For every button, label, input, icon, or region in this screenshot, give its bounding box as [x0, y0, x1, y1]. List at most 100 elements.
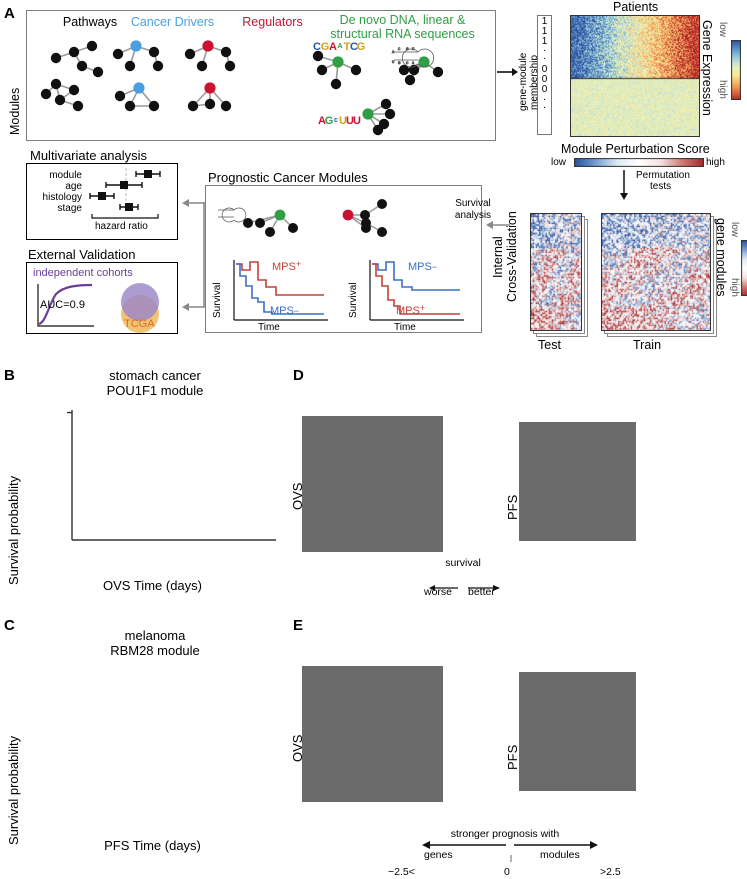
mps-low-label: low	[551, 157, 567, 168]
membership-v4: 0	[541, 64, 548, 76]
auc-label: AUC=0.9	[40, 299, 85, 311]
panel-b-km-plot	[67, 410, 276, 541]
prognostic-title: Prognostic Cancer Modules	[208, 170, 368, 185]
expr-low-label: low	[717, 22, 728, 38]
panel-e-pfs-heatmap	[519, 672, 636, 791]
panel-c-title-1: melanoma	[124, 628, 186, 643]
regulators-label: Regulators	[242, 15, 303, 29]
panel-d-pfs-heatmap	[519, 422, 636, 541]
svg-text:C: C	[350, 41, 358, 53]
svg-text:G: G	[398, 61, 401, 65]
panel-d-ovs-column-labels	[303, 376, 443, 416]
time-axis-1: Time	[258, 322, 280, 333]
panel-c-km-plot	[24, 662, 282, 837]
panel-e-legend-max: >2.5	[600, 866, 621, 878]
panel-a-letter: A	[4, 5, 15, 22]
gene-expression-heatmap	[570, 15, 700, 137]
prognostic-graphic: MPS+ MPS− MPS− MPS+	[218, 199, 464, 321]
panel-e-pfs-label: PFS	[505, 744, 520, 770]
mps-title: Module Perturbation Score	[561, 142, 710, 156]
permutation-label-1: Permutation	[636, 170, 690, 181]
panel-c-ylabel: Survival probability	[6, 735, 21, 845]
arrow-permutation	[620, 170, 628, 200]
membership-v2: 1	[541, 25, 548, 37]
external-validation-title: External Validation	[28, 247, 136, 262]
svg-text:MPS−: MPS−	[408, 261, 437, 273]
svg-text:A: A	[392, 50, 395, 54]
panel-d-pfs-row-labels	[640, 422, 740, 541]
expr-high-label: high	[717, 80, 728, 99]
panel-d-pfs-column-labels	[520, 376, 636, 416]
panel-d-ovs-heatmap	[302, 416, 443, 552]
permutation-label-2: tests	[650, 181, 672, 192]
survival-axis-2: Survival	[348, 282, 359, 318]
svg-text:C: C	[313, 41, 321, 53]
mv-row-age: age	[65, 181, 82, 192]
survival-analysis-label: Survival analysis	[454, 198, 492, 221]
panel-e-orange-colorbar	[515, 862, 600, 871]
panel-e-ovs-heatmap	[302, 666, 443, 802]
denovo-label-2: structural RNA sequences	[330, 27, 475, 41]
panel-e-legend-min: −2.5<	[388, 866, 415, 878]
svg-text:A: A	[412, 61, 415, 65]
svg-text:T: T	[344, 41, 351, 53]
roc-venn-graphic	[37, 283, 159, 333]
svg-text:G: G	[406, 47, 409, 51]
svg-text:MPS+: MPS+	[396, 303, 425, 317]
gene-modules-colorbar	[741, 240, 747, 296]
svg-text:A: A	[329, 41, 337, 53]
svg-text:C: C	[406, 61, 409, 65]
denovo-label-1: De novo DNA, linear &	[339, 13, 466, 27]
arrow-modules-to-expression	[497, 68, 518, 76]
svg-text:G: G	[321, 41, 330, 53]
panel-e-legend-arrows	[422, 841, 598, 849]
membership-column: 1 1 1 . . 0 0 0 . .	[537, 15, 552, 135]
panel-b-title-1: stomach cancer	[109, 368, 201, 383]
membership-v1: 1	[541, 16, 548, 27]
modules-axis-label: Modules	[8, 87, 22, 135]
multivariate-title: Multivariate analysis	[30, 148, 148, 163]
panel-b-xlabel: OVS Time (days)	[103, 578, 202, 593]
panel-e-pfs-row-labels	[640, 672, 740, 791]
svg-text:U: U	[353, 115, 361, 127]
panel-e-ovs-column-labels	[303, 626, 443, 666]
arrow-to-multivariate	[182, 199, 206, 207]
panel-d-legend-title: survival	[445, 557, 481, 569]
mps-colorbar	[574, 158, 704, 167]
mv-row-module: module	[49, 170, 82, 181]
panel-e-letter: E	[293, 617, 304, 634]
membership-d3: .	[543, 91, 546, 103]
membership-d1: .	[543, 43, 546, 55]
panel-e-blue-colorbar	[423, 862, 508, 871]
test-label: Test	[538, 338, 561, 352]
forest-plot	[89, 168, 161, 219]
connector-line	[203, 202, 205, 307]
panel-c-letter: C	[4, 617, 15, 634]
time-axis-2: Time	[394, 322, 416, 333]
panel-d-legend-arrows	[429, 585, 500, 591]
svg-text:U: U	[346, 115, 354, 127]
cancer-drivers-label: Cancer Drivers	[130, 15, 215, 29]
panel-e-legend-left: genes	[424, 849, 453, 861]
gm-high-label: high	[729, 278, 740, 297]
membership-d4: .	[543, 99, 546, 111]
tcga-label: TCGA	[124, 318, 155, 330]
panel-b-letter: B	[4, 367, 15, 384]
panel-b-ylabel: Survival probability	[6, 475, 21, 585]
svg-text:U: U	[339, 115, 347, 127]
survival-axis-1: Survival	[212, 282, 223, 318]
multivariate-box	[26, 163, 178, 240]
mv-row-stage: stage	[57, 203, 82, 214]
gene-expression-colorbar	[731, 40, 741, 100]
mps-high-label: high	[706, 157, 725, 168]
panel-e-pfs-column-labels	[520, 626, 636, 666]
arrow-to-external-validation	[182, 303, 206, 311]
svg-text:A: A	[337, 43, 342, 50]
panel-d-legend-worse: worse	[424, 586, 453, 598]
panel-e-legend-zero-tick	[510, 855, 512, 862]
panel-e-legend-right: modules	[540, 849, 580, 861]
train-label: Train	[633, 338, 662, 352]
gene-modules-label: gene modules	[714, 218, 728, 297]
svg-text:MPS−: MPS−	[270, 305, 299, 317]
